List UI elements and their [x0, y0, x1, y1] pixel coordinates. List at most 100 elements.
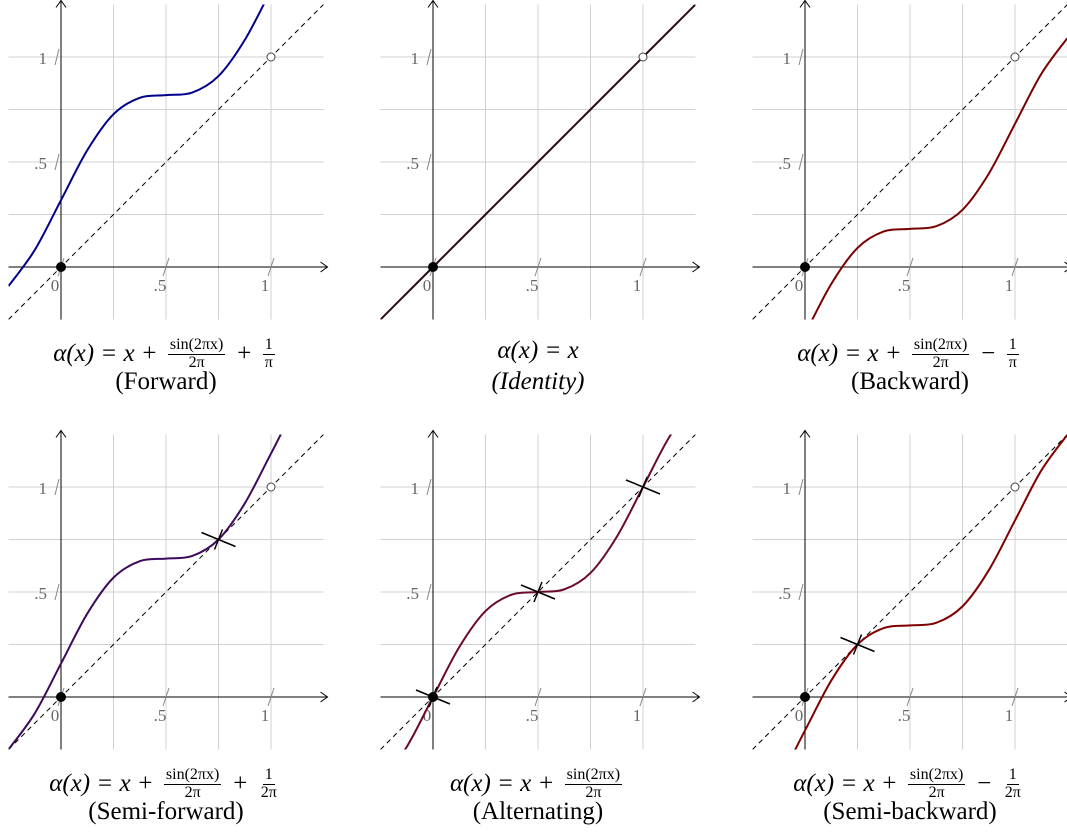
x-tick-label: .5 [154, 706, 167, 725]
cross-short [533, 581, 543, 603]
y-arrow [427, 429, 439, 438]
formula-text: α(x) = x + [53, 340, 164, 368]
x-tick-label: 0 [423, 706, 432, 725]
denominator: 2π [1004, 783, 1021, 801]
formula-text: α(x) = x [497, 337, 579, 364]
marker-circle [638, 52, 648, 62]
formula: α(x) = x + sin(2πx) 2π − 1 2π [730, 766, 1067, 802]
marker-dot [800, 692, 810, 702]
marker-circle [266, 482, 276, 492]
fraction: 1 2π [1003, 766, 1023, 802]
y-tick-label: 1 [411, 49, 420, 68]
x-tick-label: .5 [898, 276, 911, 295]
x-tick [162, 257, 170, 277]
y-tick [426, 583, 432, 601]
y-arrow [55, 0, 67, 8]
numerator: 1 [262, 766, 275, 785]
y-arrow [799, 0, 811, 8]
x-tick-label: 1 [261, 706, 270, 725]
x-arrow [320, 691, 329, 703]
curve [8, 4, 265, 287]
y-tick [798, 48, 804, 66]
denominator: 2π [188, 353, 205, 371]
denominator: 2π [184, 783, 201, 801]
x-tick [906, 257, 914, 277]
denominator: π [264, 353, 273, 371]
y-tick-label: 1 [39, 479, 48, 498]
marker-dot [800, 262, 810, 272]
panel: 0 .5 1 .5 1 [380, 429, 701, 750]
numerator: 1 [1006, 336, 1019, 355]
marker-cross [625, 476, 661, 498]
x-tick-label: .5 [898, 706, 911, 725]
y-tick [426, 48, 432, 66]
y-tick-label: 1 [783, 49, 792, 68]
marker-dot [56, 692, 66, 702]
caption-name: (Alternating) [472, 798, 604, 825]
y-tick [426, 153, 432, 171]
x-tick-label: 0 [51, 276, 60, 295]
caption-name: (Semi-forward) [88, 798, 244, 825]
formula-text: α(x) = x + [49, 770, 160, 798]
numerator: sin(2πx) [907, 766, 966, 785]
numerator: 1 [1006, 766, 1019, 785]
y-arrow [799, 429, 811, 438]
formula: α(x) = x + sin(2πx) 2π + 1 2π [0, 766, 346, 802]
x-tick-label: 1 [1005, 706, 1014, 725]
y-tick-label: .5 [406, 584, 419, 603]
y-tick-label: .5 [778, 584, 791, 603]
x-tick-label: 0 [51, 706, 60, 725]
x-tick [162, 687, 170, 707]
formula: α(x) = x [358, 337, 718, 365]
y-tick [54, 583, 60, 601]
panel: 0 .5 1 .5 1 [380, 0, 701, 320]
denominator: π [1008, 353, 1017, 371]
fraction: 1 2π [259, 766, 279, 802]
y-tick-label: 1 [39, 49, 48, 68]
cross-short [852, 634, 863, 655]
denominator: 2π [932, 353, 949, 371]
x-tick [267, 687, 275, 707]
y-tick-label: .5 [406, 154, 419, 173]
numerator: sin(2πx) [167, 336, 226, 355]
x-tick [534, 257, 542, 277]
y-tick-label: 1 [411, 479, 420, 498]
x-tick [534, 687, 542, 707]
x-tick [639, 257, 647, 277]
x-arrow [692, 691, 701, 703]
x-arrow [692, 261, 701, 273]
marker-circle [266, 52, 276, 62]
x-tick-label: .5 [526, 706, 539, 725]
caption-name: (Semi-backward) [823, 798, 997, 825]
formula-text: α(x) = x + [449, 770, 561, 798]
fraction: sin(2πx) 2π [911, 336, 970, 372]
marker-cross [520, 581, 556, 603]
numerator: 1 [262, 336, 275, 355]
x-tick [267, 257, 275, 277]
y-arrow [55, 429, 67, 438]
y-tick [54, 153, 60, 171]
x-tick [1011, 257, 1019, 277]
x-tick-label: 1 [261, 276, 270, 295]
x-tick-label: 1 [1005, 276, 1014, 295]
marker-dot [56, 262, 66, 272]
x-tick-label: .5 [526, 276, 539, 295]
curve [794, 434, 1067, 750]
cross-short [428, 686, 438, 708]
y-tick [426, 478, 432, 496]
numerator: sin(2πx) [911, 336, 970, 355]
denominator: 2π [928, 783, 945, 801]
marker-circle [1010, 52, 1020, 62]
numerator: sin(2πx) [163, 766, 222, 785]
panel: 0 .5 1 .5 1 [752, 0, 1067, 320]
numerator: sin(2πx) [564, 766, 623, 785]
formula-text: + [225, 770, 255, 798]
fraction: sin(2πx) 2π [564, 766, 623, 802]
y-tick [798, 583, 804, 601]
caption-name: (Forward) [115, 368, 217, 395]
x-tick-label: 1 [633, 706, 642, 725]
